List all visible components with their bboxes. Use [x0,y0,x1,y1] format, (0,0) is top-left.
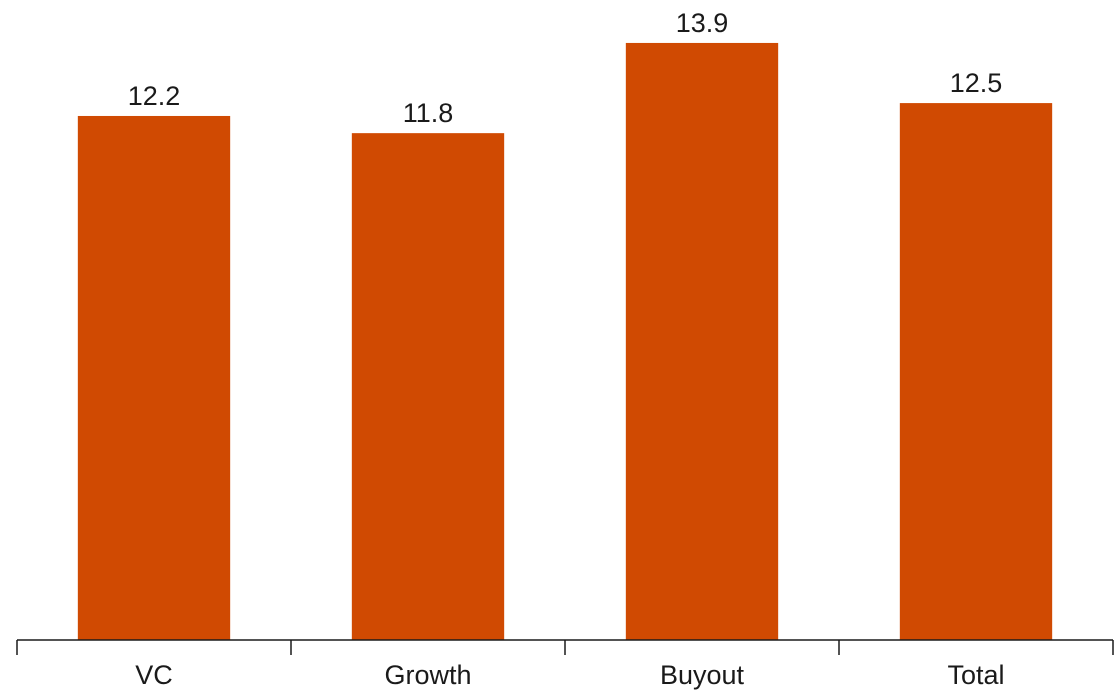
bar-total [899,103,1053,641]
x-tick-label-growth: Growth [384,660,471,690]
bar-growth [351,133,505,640]
x-tick-label-total: Total [947,660,1004,690]
x-tick-label-vc: VC [135,660,173,690]
bars-group [77,42,1053,641]
bar-buyout [625,42,779,640]
x-axis-ticks-group [16,640,1114,655]
x-tick-label-buyout: Buyout [660,660,745,690]
bar-vc [77,115,231,641]
value-label-growth: 11.8 [403,98,454,128]
value-label-vc: 12.2 [128,81,181,111]
value-label-buyout: 13.9 [676,8,729,38]
x-axis-tick-labels-group: VC Growth Buyout Total [135,660,1004,690]
value-label-total: 12.5 [950,68,1003,98]
value-labels-group: 12.2 11.8 13.9 12.5 [128,8,1003,128]
